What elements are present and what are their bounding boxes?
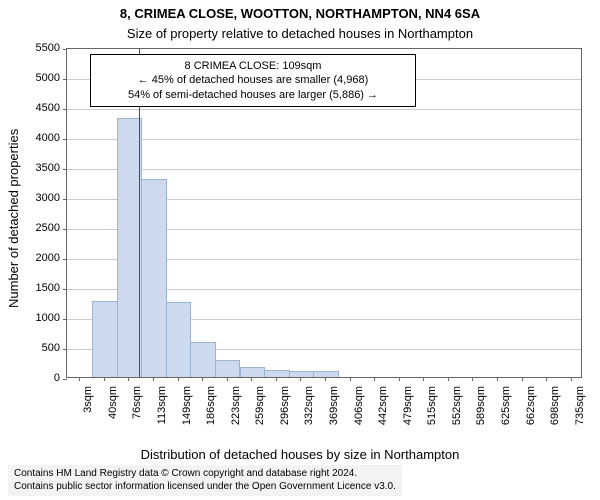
y-tick-mark [63, 289, 67, 290]
x-tick-label: 149sqm [181, 386, 193, 436]
title-line-1: 8, CRIMEA CLOSE, WOOTTON, NORTHAMPTON, N… [0, 6, 600, 21]
x-tick-label: 332sqm [303, 386, 315, 436]
gridline [67, 169, 581, 170]
y-tick-mark [63, 319, 67, 320]
y-tick-label: 2500 [20, 222, 60, 234]
x-tick-label: 442sqm [377, 386, 389, 436]
gridline [67, 139, 581, 140]
y-tick-mark [63, 259, 67, 260]
x-tick-mark [546, 377, 547, 381]
x-tick-mark [350, 377, 351, 381]
histogram-bar [166, 302, 191, 377]
y-tick-mark [63, 79, 67, 80]
x-tick-label: 698sqm [549, 386, 561, 436]
y-tick-label: 3500 [20, 162, 60, 174]
x-tick-label: 479sqm [402, 386, 414, 436]
x-tick-label: 40sqm [107, 386, 119, 436]
x-tick-mark [497, 377, 498, 381]
x-tick-label: 76sqm [131, 386, 143, 436]
x-tick-mark [472, 377, 473, 381]
title-line-2: Size of property relative to detached ho… [0, 26, 600, 41]
x-tick-mark [202, 377, 203, 381]
gridline [67, 109, 581, 110]
y-tick-mark [63, 379, 67, 380]
x-tick-mark [79, 377, 80, 381]
y-tick-label: 500 [20, 342, 60, 354]
x-tick-label: 369sqm [328, 386, 340, 436]
x-tick-label: 552sqm [451, 386, 463, 436]
histogram-bar [240, 367, 265, 377]
y-tick-mark [63, 229, 67, 230]
x-tick-label: 259sqm [254, 386, 266, 436]
x-tick-mark [104, 377, 105, 381]
histogram-bar [264, 370, 289, 377]
y-tick-label: 5500 [20, 42, 60, 54]
footer-line-2: Contains public sector information licen… [14, 481, 396, 494]
x-tick-mark [423, 377, 424, 381]
y-tick-label: 4000 [20, 132, 60, 144]
histogram-bar [92, 301, 117, 377]
x-tick-label: 3sqm [82, 386, 94, 436]
y-tick-mark [63, 109, 67, 110]
y-tick-mark [63, 49, 67, 50]
x-tick-label: 296sqm [279, 386, 291, 436]
x-tick-label: 113sqm [156, 386, 168, 436]
x-tick-mark [153, 377, 154, 381]
y-tick-label: 5000 [20, 72, 60, 84]
x-tick-label: 406sqm [353, 386, 365, 436]
x-tick-mark [325, 377, 326, 381]
x-tick-label: 223sqm [230, 386, 242, 436]
x-tick-mark [178, 377, 179, 381]
x-tick-mark [227, 377, 228, 381]
x-tick-mark [128, 377, 129, 381]
y-tick-mark [63, 199, 67, 200]
x-tick-mark [448, 377, 449, 381]
y-axis-label: Number of detached properties [6, 129, 21, 308]
x-tick-mark [571, 377, 572, 381]
y-tick-label: 3000 [20, 192, 60, 204]
chart-container: 8, CRIMEA CLOSE, WOOTTON, NORTHAMPTON, N… [0, 0, 600, 500]
footer-line-1: Contains HM Land Registry data © Crown c… [14, 468, 396, 481]
x-tick-mark [251, 377, 252, 381]
histogram-bar [141, 179, 166, 377]
attribution-footer: Contains HM Land Registry data © Crown c… [8, 465, 402, 496]
x-tick-mark [374, 377, 375, 381]
x-tick-mark [300, 377, 301, 381]
x-tick-mark [399, 377, 400, 381]
x-tick-label: 186sqm [205, 386, 217, 436]
y-tick-label: 2000 [20, 252, 60, 264]
x-tick-label: 625sqm [500, 386, 512, 436]
x-axis-label: Distribution of detached houses by size … [0, 447, 600, 462]
y-tick-mark [63, 349, 67, 350]
x-tick-label: 515sqm [426, 386, 438, 436]
y-tick-mark [63, 139, 67, 140]
x-tick-mark [522, 377, 523, 381]
y-tick-label: 4500 [20, 102, 60, 114]
histogram-bar [190, 342, 215, 377]
histogram-bar [289, 371, 314, 377]
x-tick-label: 662sqm [525, 386, 537, 436]
x-tick-label: 589sqm [475, 386, 487, 436]
annotation-box: 8 CRIMEA CLOSE: 109sqm ← 45% of detached… [90, 54, 416, 107]
annotation-line-1: 8 CRIMEA CLOSE: 109sqm [99, 59, 407, 73]
y-tick-label: 1500 [20, 282, 60, 294]
x-tick-label: 735sqm [574, 386, 586, 436]
y-tick-label: 1000 [20, 312, 60, 324]
annotation-line-2: ← 45% of detached houses are smaller (4,… [99, 73, 407, 87]
histogram-bar [313, 371, 338, 377]
y-tick-mark [63, 169, 67, 170]
annotation-line-3: 54% of semi-detached houses are larger (… [99, 88, 407, 102]
histogram-bar [215, 360, 240, 377]
x-tick-mark [276, 377, 277, 381]
y-tick-label: 0 [20, 372, 60, 384]
